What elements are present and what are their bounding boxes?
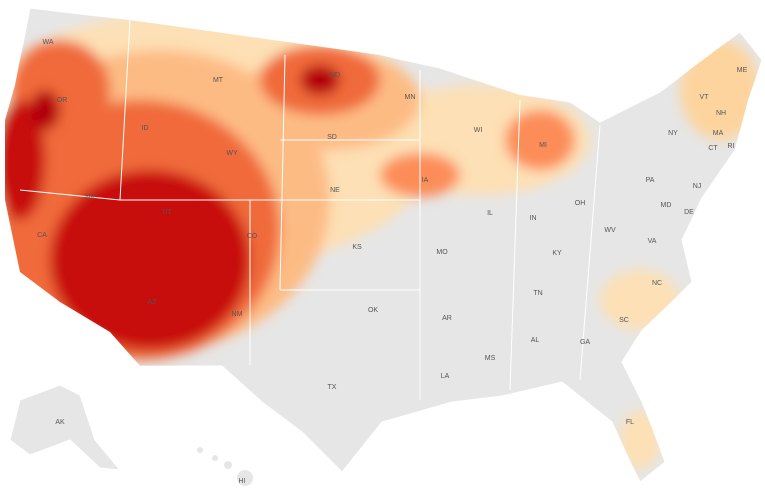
state-label: TN [533,290,542,297]
state-label: MS [485,355,496,362]
state-label: TX [328,384,337,391]
hawaii [197,447,253,486]
state-label: VA [648,238,657,245]
state-label: NJ [693,183,702,190]
state-label: NM [232,311,243,318]
state-label: OK [368,307,378,314]
state-label: LA [441,373,450,380]
state-label: AK [55,419,65,426]
state-label: ME [737,67,748,74]
state-label: MN [405,94,416,101]
state-label: FL [626,419,634,426]
state-label: KS [352,244,362,251]
state-label: GA [580,339,590,346]
state-label: CT [708,145,718,152]
state-label: WY [226,150,238,157]
conus [4,7,763,483]
state-label: AZ [148,299,158,306]
state-label: NC [652,280,662,287]
state-label: WI [474,127,483,134]
state-label: RI [728,143,735,150]
state-borders [19,19,601,400]
state-label: OH [575,200,586,207]
state-label: IL [487,210,493,217]
state-label: MO [436,249,448,256]
state-label: MA [713,130,724,137]
state-label: PA [646,177,655,184]
state-label: SC [619,317,629,324]
state-label: NV [85,194,95,201]
state-label: KY [552,250,562,257]
state-label: UT [162,209,172,216]
state-label: DE [684,209,694,216]
state-label: ND [330,72,340,79]
state-label: CA [37,232,47,239]
state-label: MI [539,142,547,149]
state-label: OR [57,97,68,104]
state-label: MD [661,202,672,209]
state-label: AL [531,337,540,344]
state-label: WV [604,227,616,234]
state-label: SD [327,134,337,141]
alaska [9,384,122,471]
state-label: WA [42,39,53,46]
state-label: ID [142,125,149,132]
state-label: MT [213,77,224,84]
state-labels: WA OR CA NV ID MT WY UT AZ CO NM ND SD NE KS OK TX MN IA MO… [37,39,747,485]
state-label: HI [239,478,246,485]
state-label: AR [442,315,452,322]
state-label: NH [716,110,726,117]
state-label: CO [247,233,258,240]
state-label: IN [530,215,537,222]
state-label: IA [422,177,429,184]
state-label: VT [700,94,710,101]
state-label: NE [330,187,340,194]
state-label: NY [668,130,678,137]
